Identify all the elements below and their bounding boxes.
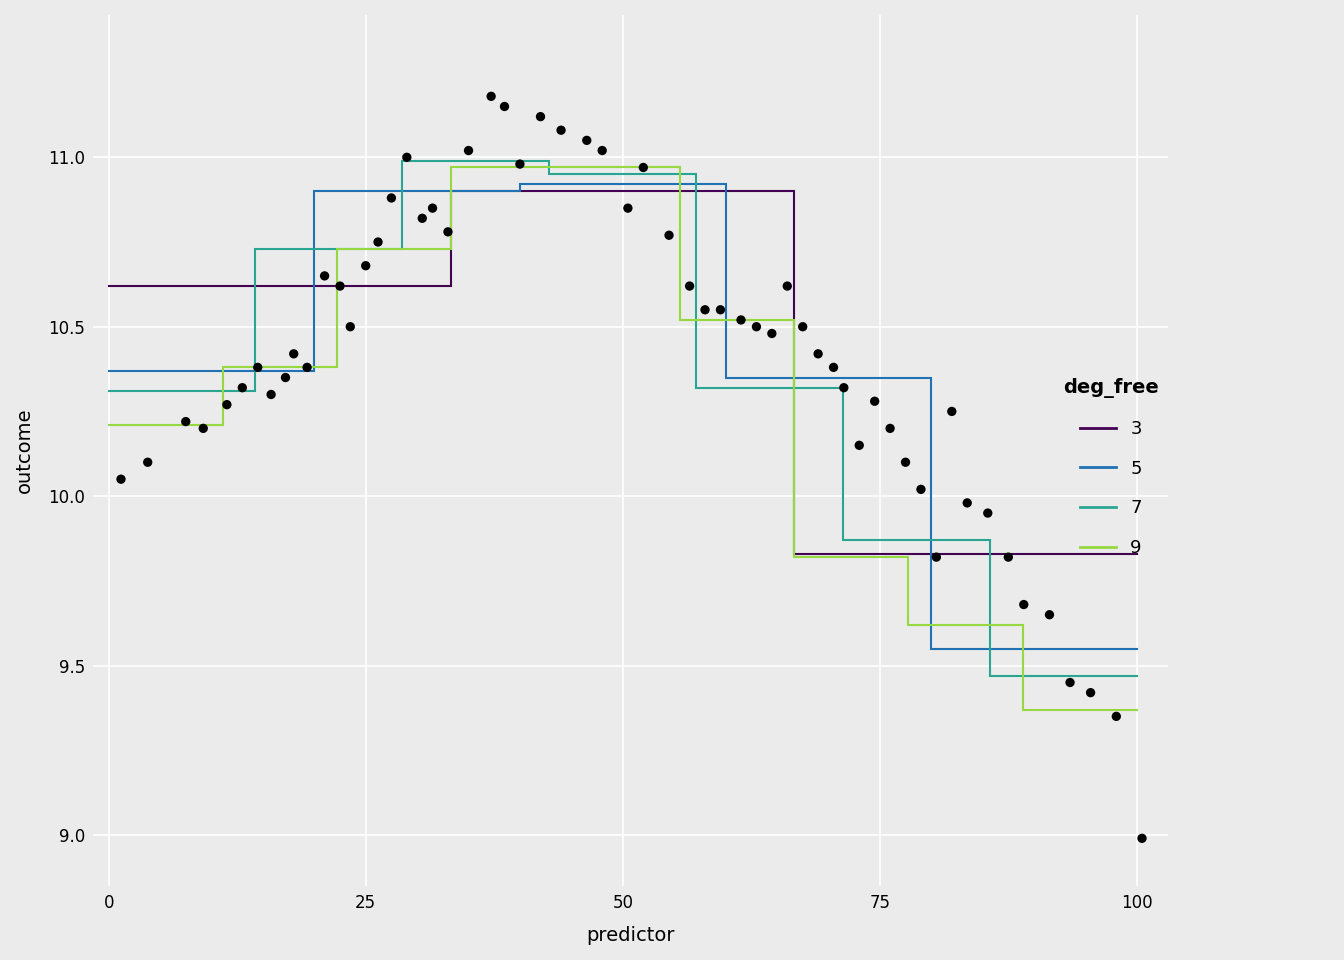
Point <box>367 234 388 250</box>
Point <box>761 325 782 341</box>
Point <box>509 156 531 172</box>
Point <box>231 380 253 396</box>
Point <box>216 397 238 413</box>
Point <box>110 471 132 487</box>
Y-axis label: outcome: outcome <box>15 408 34 493</box>
Point <box>493 99 515 114</box>
Point <box>411 210 433 226</box>
Point <box>422 201 444 216</box>
Point <box>997 549 1019 564</box>
Point <box>1039 607 1060 622</box>
Point <box>329 278 351 294</box>
Point <box>679 278 700 294</box>
Point <box>710 302 731 318</box>
Point <box>926 549 948 564</box>
Point <box>192 420 214 436</box>
Point <box>458 143 480 158</box>
Point <box>1059 675 1081 690</box>
Point <box>1132 830 1153 846</box>
Point <box>591 143 613 158</box>
X-axis label: predictor: predictor <box>586 926 675 945</box>
Point <box>396 150 418 165</box>
Point <box>879 420 900 436</box>
Point <box>355 258 376 274</box>
Point <box>530 109 551 125</box>
Point <box>808 347 829 362</box>
Point <box>746 319 767 334</box>
Point <box>313 268 335 283</box>
Point <box>247 360 269 375</box>
Point <box>833 380 855 396</box>
Point <box>977 505 999 520</box>
Point <box>274 370 296 385</box>
Point <box>864 394 886 409</box>
Point <box>380 190 402 205</box>
Point <box>910 482 931 497</box>
Point <box>1106 708 1128 724</box>
Point <box>730 312 751 327</box>
Point <box>296 360 317 375</box>
Point <box>633 159 655 175</box>
Point <box>777 278 798 294</box>
Point <box>261 387 282 402</box>
Point <box>577 132 598 148</box>
Point <box>480 88 501 104</box>
Point <box>617 201 638 216</box>
Point <box>848 438 870 453</box>
Point <box>659 228 680 243</box>
Point <box>792 319 813 334</box>
Point <box>941 404 962 420</box>
Point <box>137 455 159 470</box>
Point <box>175 414 196 429</box>
Point <box>695 302 716 318</box>
Point <box>957 495 978 511</box>
Legend: 3, 5, 7, 9: 3, 5, 7, 9 <box>1063 378 1159 557</box>
Point <box>550 123 571 138</box>
Point <box>437 225 458 240</box>
Point <box>1079 685 1101 701</box>
Point <box>340 319 362 334</box>
Point <box>1013 597 1035 612</box>
Point <box>284 347 305 362</box>
Point <box>823 360 844 375</box>
Point <box>895 455 917 470</box>
